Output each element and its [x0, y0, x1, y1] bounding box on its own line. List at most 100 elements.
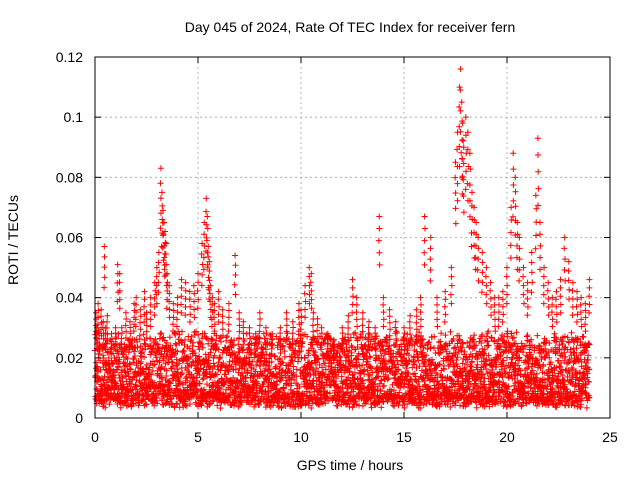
data-point — [456, 84, 463, 91]
data-point — [178, 371, 185, 378]
data-point — [344, 400, 351, 407]
data-point — [299, 338, 306, 345]
data-point — [571, 349, 578, 356]
data-point — [174, 309, 181, 316]
data-point — [97, 366, 104, 373]
data-point — [117, 404, 124, 411]
data-point — [122, 362, 129, 369]
data-point — [262, 340, 269, 347]
data-point — [518, 402, 525, 409]
data-point — [524, 303, 531, 310]
data-point — [314, 356, 321, 363]
data-point — [456, 103, 463, 110]
data-point — [201, 242, 208, 249]
data-point — [157, 330, 164, 337]
data-point — [516, 277, 523, 284]
data-point — [93, 359, 100, 366]
data-point — [315, 374, 322, 381]
data-point — [448, 273, 455, 280]
data-point — [459, 155, 466, 162]
data-point — [345, 337, 352, 344]
data-point — [109, 361, 116, 368]
data-point — [122, 359, 129, 366]
y-tick-label: 0.04 — [56, 290, 83, 306]
data-point — [553, 318, 560, 325]
data-point — [178, 284, 185, 291]
data-point — [200, 387, 207, 394]
data-point — [321, 382, 328, 389]
data-point — [258, 387, 265, 394]
data-point — [215, 359, 222, 366]
data-point — [99, 341, 106, 348]
data-point — [226, 391, 233, 398]
data-point — [153, 282, 160, 289]
data-point — [188, 394, 195, 401]
data-point — [460, 160, 467, 167]
data-point — [459, 173, 466, 180]
data-point — [308, 305, 315, 312]
data-point — [577, 309, 584, 316]
data-point — [378, 352, 385, 359]
data-point — [456, 163, 463, 170]
data-point — [108, 330, 115, 337]
data-point — [147, 301, 154, 308]
data-point — [449, 353, 456, 360]
x-tick-label: 10 — [293, 429, 309, 445]
data-point — [434, 309, 441, 316]
data-point — [236, 309, 243, 316]
data-point — [483, 291, 490, 298]
data-point — [537, 383, 544, 390]
y-tick-labels: 00.020.040.060.080.10.12 — [56, 49, 83, 426]
data-point — [326, 390, 333, 397]
data-point — [105, 354, 112, 361]
data-point — [260, 372, 267, 379]
data-point — [99, 390, 106, 397]
data-point — [132, 301, 139, 308]
data-point — [256, 309, 263, 316]
data-point — [349, 284, 356, 291]
data-point — [205, 253, 212, 260]
data-point — [186, 345, 193, 352]
data-point — [133, 377, 140, 384]
data-point — [309, 334, 316, 341]
data-point — [468, 189, 475, 196]
data-point — [306, 291, 313, 298]
data-point — [289, 336, 296, 343]
data-point — [333, 373, 340, 380]
data-point — [438, 330, 445, 337]
data-point — [306, 264, 313, 271]
data-point — [425, 358, 432, 365]
axis-ticks — [94, 56, 611, 419]
data-point — [377, 348, 384, 355]
data-point — [557, 284, 564, 291]
data-point — [310, 328, 317, 335]
data-point — [158, 330, 165, 337]
data-point — [497, 352, 504, 359]
data-point — [535, 342, 542, 349]
data-point — [459, 344, 466, 351]
data-point — [127, 324, 134, 331]
data-point — [434, 316, 441, 323]
data-point — [276, 399, 283, 406]
data-point — [557, 301, 564, 308]
data-point — [468, 243, 475, 250]
data-point — [133, 383, 140, 390]
data-point — [421, 213, 428, 220]
data-point — [422, 342, 429, 349]
data-point — [232, 291, 239, 298]
data-point — [353, 294, 360, 301]
data-point — [469, 353, 476, 360]
data-point — [232, 262, 239, 269]
data-point — [547, 359, 554, 366]
data-point — [308, 404, 315, 411]
data-point — [552, 296, 559, 303]
data-point — [225, 328, 232, 335]
data-point — [102, 346, 109, 353]
data-point — [382, 361, 389, 368]
data-point — [377, 388, 384, 395]
data-point — [464, 339, 471, 346]
data-point — [504, 328, 511, 335]
data-point — [380, 316, 387, 323]
data-point — [246, 335, 253, 342]
data-point — [564, 388, 571, 395]
